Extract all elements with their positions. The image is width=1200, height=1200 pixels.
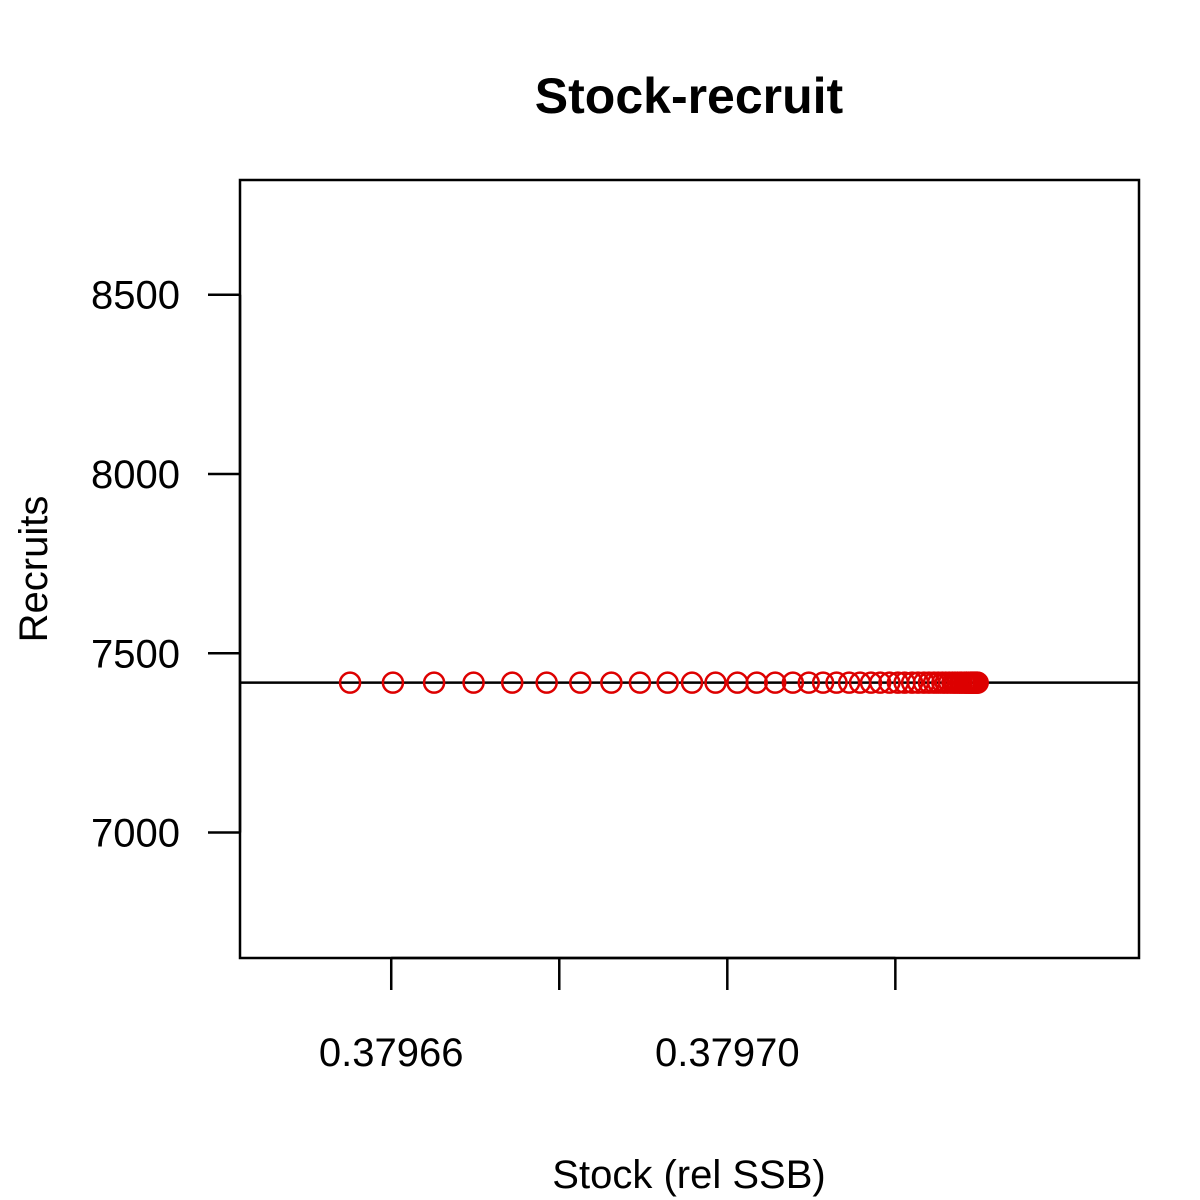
data-point: [535, 671, 558, 694]
data-point: [600, 671, 623, 694]
x-axis-label: Stock (rel SSB): [552, 1153, 825, 1197]
data-point: [797, 671, 821, 694]
points-layer: [338, 671, 989, 694]
data-point: [680, 671, 704, 694]
data-point: [811, 671, 835, 694]
data-point: [628, 671, 652, 694]
chart-title: Stock-recruit: [535, 68, 844, 124]
x-tick-label: 0.37970: [655, 1031, 800, 1075]
data-point: [462, 671, 485, 694]
y-tick-label: 7000: [91, 812, 180, 856]
y-tick-label: 7500: [91, 632, 180, 676]
data-point: [656, 671, 679, 694]
data-point: [825, 671, 848, 694]
data-point: [837, 671, 861, 694]
data-point: [868, 671, 892, 694]
data-point: [338, 671, 362, 694]
y-axis-label: Recruits: [12, 496, 56, 643]
data-point: [859, 671, 883, 694]
data-point: [704, 671, 727, 694]
y-axis: 7000 7500 8000 8500: [91, 274, 242, 856]
data-point: [781, 671, 805, 694]
data-point: [763, 671, 787, 694]
data-point: [381, 671, 405, 694]
data-point: [900, 671, 924, 694]
data-point: [500, 671, 524, 694]
y-tick-label: 8000: [91, 453, 180, 497]
x-axis: 0.37966 0.37970: [319, 956, 897, 1075]
data-point: [966, 671, 989, 694]
data-point: [745, 671, 768, 694]
x-tick-label: 0.37966: [319, 1031, 464, 1075]
data-point: [422, 671, 446, 694]
y-tick-label: 8500: [91, 274, 180, 318]
data-point: [878, 671, 901, 694]
data-point: [569, 671, 592, 694]
